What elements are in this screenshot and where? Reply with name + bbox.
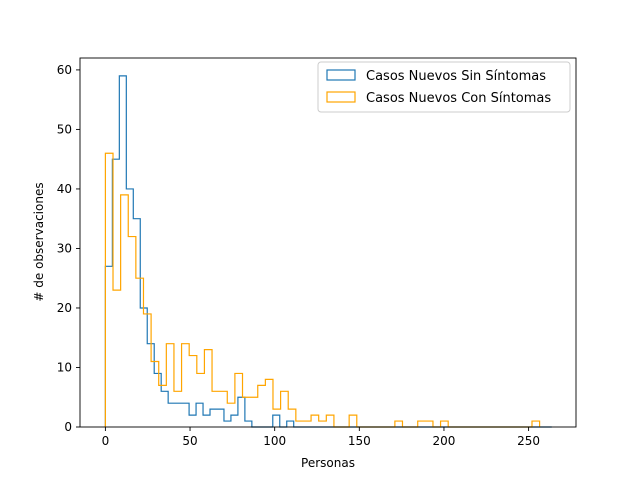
legend-label: Casos Nuevos Con Síntomas bbox=[366, 91, 551, 106]
legend-label: Casos Nuevos Sin Síntomas bbox=[366, 69, 546, 84]
x-tick-label: 250 bbox=[517, 434, 540, 448]
x-axis-label: Personas bbox=[301, 456, 355, 470]
y-axis-label: # de observaciones bbox=[32, 182, 46, 301]
x-tick-label: 50 bbox=[182, 434, 197, 448]
y-tick-label: 10 bbox=[57, 360, 72, 374]
x-tick-label: 200 bbox=[433, 434, 456, 448]
y-tick-label: 50 bbox=[57, 122, 72, 136]
plot-frame bbox=[79, 57, 577, 428]
y-tick-label: 60 bbox=[57, 63, 72, 77]
legend-swatch bbox=[326, 69, 356, 81]
x-tick-label: 100 bbox=[263, 434, 286, 448]
y-tick-label: 20 bbox=[57, 301, 72, 315]
x-tick-label: 150 bbox=[348, 434, 371, 448]
histogram-step-line bbox=[104, 152, 541, 428]
x-tick-label: 0 bbox=[102, 434, 110, 448]
legend: Casos Nuevos Sin Síntomas Casos Nuevos Co… bbox=[317, 61, 571, 113]
legend-swatch bbox=[326, 91, 356, 103]
y-tick-label: 0 bbox=[64, 420, 72, 434]
axes-layer: 0 50 100 150 200 250 0 10 20 30 40 50 60 bbox=[57, 57, 577, 448]
legend-box bbox=[317, 61, 571, 113]
y-tick-label: 40 bbox=[57, 182, 72, 196]
y-tick-label: 30 bbox=[57, 241, 72, 255]
series-2 bbox=[104, 152, 541, 428]
